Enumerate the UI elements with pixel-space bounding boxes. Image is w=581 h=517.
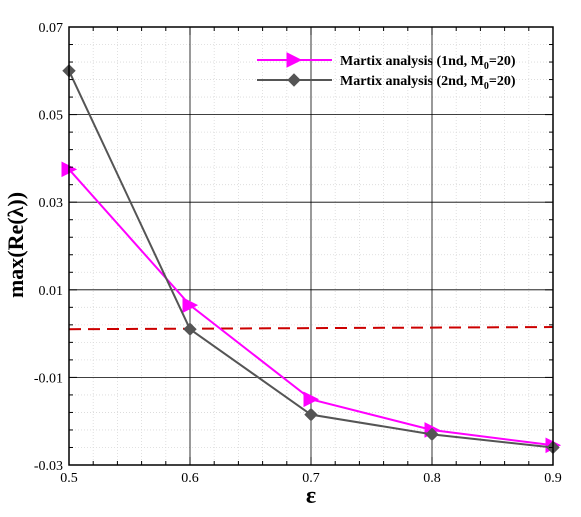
- y-tick-label: -0.01: [34, 371, 63, 386]
- legend-label: Martix analysis (1nd, M0=20): [340, 54, 516, 72]
- series-1-point: [303, 391, 320, 408]
- x-tick-labels: 0.5 0.6 0.7 0.8 0.9: [60, 471, 562, 486]
- y-tick-label: 0.03: [39, 196, 64, 211]
- x-axis-title: ε: [306, 483, 316, 509]
- x-tick-label: 0.5: [60, 471, 78, 486]
- reference-line-layer: [68, 326, 554, 331]
- legend-label-tail: =20): [489, 54, 516, 69]
- legend-swatch-marker: [287, 73, 301, 87]
- legend-label-subscript: 0: [484, 61, 489, 72]
- series-2-point: [425, 427, 439, 442]
- legend-label: Martix analysis (2nd, M0=20): [340, 74, 516, 92]
- legend-swatch-marker: [286, 52, 303, 68]
- series-2-point: [304, 407, 318, 422]
- y-tick-label: 0.01: [39, 284, 64, 299]
- series-2-point: [183, 322, 197, 336]
- series-layer: [61, 64, 562, 455]
- y-tick-label: 0.05: [39, 109, 64, 124]
- reference-dashed-line: [68, 326, 554, 331]
- x-tick-label: 0.7: [302, 471, 320, 486]
- x-tick-label: 0.6: [181, 471, 199, 486]
- y-tick-label: -0.03: [34, 459, 63, 474]
- legend: Martix analysis (1nd, M0=20)Martix analy…: [257, 52, 516, 92]
- y-tick-labels: -0.03 -0.01 0.01 0.03 0.05 0.07: [34, 21, 63, 474]
- minor-grid: [69, 27, 553, 465]
- legend-label-main: Martix analysis (2nd, M: [340, 74, 484, 89]
- y-tick-label: 0.07: [39, 21, 64, 36]
- y-axis-title: max(Re(λ)): [3, 192, 28, 298]
- axis-ticks: [68, 26, 554, 466]
- series-1-point: [182, 297, 199, 313]
- legend-label-main: Martix analysis (1nd, M: [340, 54, 484, 69]
- x-tick-label: 0.8: [423, 471, 441, 486]
- legend-label-subscript: 0: [484, 81, 489, 92]
- x-tick-label: 0.9: [544, 471, 562, 486]
- legend-label-tail: =20): [489, 74, 516, 89]
